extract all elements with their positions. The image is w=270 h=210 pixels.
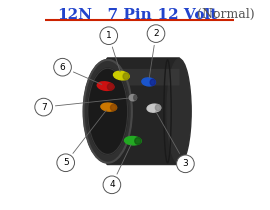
Text: (Normal): (Normal): [193, 8, 254, 21]
Circle shape: [57, 154, 75, 172]
Text: 6: 6: [60, 63, 65, 72]
Circle shape: [103, 176, 121, 194]
Ellipse shape: [110, 104, 116, 111]
Text: 7 Pin: 7 Pin: [97, 8, 152, 22]
Ellipse shape: [134, 95, 137, 100]
Text: 7: 7: [41, 103, 46, 112]
Ellipse shape: [124, 136, 141, 145]
Ellipse shape: [113, 71, 129, 80]
Ellipse shape: [88, 68, 128, 154]
Ellipse shape: [142, 78, 156, 86]
Ellipse shape: [123, 73, 129, 80]
Ellipse shape: [107, 83, 114, 90]
Circle shape: [147, 25, 165, 42]
Ellipse shape: [155, 105, 161, 111]
Text: 1: 1: [106, 31, 112, 40]
Circle shape: [100, 27, 117, 45]
Circle shape: [54, 58, 71, 76]
Circle shape: [177, 155, 194, 173]
Text: 3: 3: [183, 159, 188, 168]
Text: 12N: 12N: [57, 8, 92, 22]
Text: 4: 4: [109, 180, 115, 189]
Text: 5: 5: [63, 158, 69, 167]
Ellipse shape: [83, 60, 132, 163]
Text: 12 Volt: 12 Volt: [147, 8, 217, 22]
Ellipse shape: [135, 138, 141, 144]
Ellipse shape: [147, 104, 161, 112]
Circle shape: [35, 98, 52, 116]
Ellipse shape: [150, 79, 155, 85]
Ellipse shape: [97, 82, 114, 91]
FancyBboxPatch shape: [107, 69, 180, 85]
Text: 2: 2: [153, 29, 159, 38]
Ellipse shape: [101, 103, 117, 111]
Ellipse shape: [129, 94, 137, 101]
Ellipse shape: [167, 59, 191, 164]
FancyBboxPatch shape: [107, 58, 180, 165]
